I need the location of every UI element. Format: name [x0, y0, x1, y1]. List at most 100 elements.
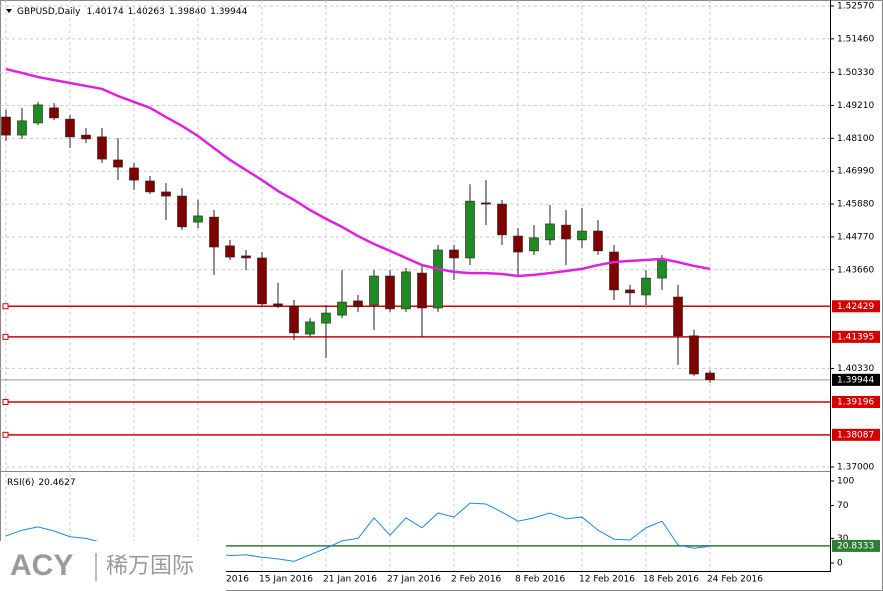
hline-anchor: [2, 398, 9, 405]
ohlc-open: 1.40174: [86, 7, 123, 17]
x-tick-label: 8 Feb 2016: [515, 575, 566, 585]
candle-body: [321, 312, 331, 324]
y-tick-label: 1.50330: [837, 68, 874, 78]
x-tick-label: 27 Jan 2016: [387, 575, 441, 585]
candle-body: [161, 191, 171, 197]
y-tick-label: 1.51460: [837, 34, 874, 44]
hline-anchor: [2, 333, 9, 340]
candle-body: [177, 195, 187, 228]
ohlc-low: 1.39840: [169, 7, 206, 17]
candle-body: [81, 134, 91, 140]
candle-body: [209, 216, 219, 248]
logo-subtitle: 稀万国际: [106, 553, 194, 578]
y-tick-label: 1.40330: [837, 364, 874, 374]
candle-body: [593, 230, 603, 252]
hline-label: 1.39196: [837, 397, 874, 407]
y-tick-label: 0: [837, 559, 843, 569]
candle-body: [433, 249, 443, 309]
candle-body: [577, 230, 587, 241]
candle-body: [369, 275, 379, 306]
candle-body: [385, 275, 395, 310]
price-label: 1.39944: [837, 375, 874, 385]
x-tick-label: 18 Feb 2016: [643, 575, 699, 585]
candle-body: [529, 237, 539, 252]
hline-tag: [832, 428, 880, 441]
level-tag: [832, 539, 880, 552]
logo-box: [0, 541, 226, 591]
rsi-title: RSI(6): [7, 478, 34, 488]
hline-tag: [832, 395, 880, 408]
hline-anchor: [2, 431, 9, 438]
candle-body: [609, 251, 619, 291]
x-tick-label: 2 Feb 2016: [451, 575, 502, 585]
candle-body: [193, 215, 203, 223]
candle-body: [353, 300, 363, 308]
x-tick-label: 24 Feb 2016: [707, 575, 763, 585]
candle-body: [241, 255, 251, 259]
candle-body: [641, 277, 651, 296]
candle-body: [449, 249, 459, 259]
level-label: 20.8333: [837, 541, 874, 551]
logo-brand: ACY: [10, 549, 73, 582]
candle-body: [513, 235, 523, 253]
candle-body: [17, 120, 27, 136]
candle-body: [545, 223, 555, 241]
y-tick-label: 1.44770: [837, 232, 874, 242]
candle-body: [417, 272, 427, 309]
candle-body: [305, 321, 315, 335]
candle-body: [257, 257, 267, 305]
y-tick-label: 1.46990: [837, 167, 874, 177]
candle-body: [129, 167, 139, 181]
y-tick-label: 1.49210: [837, 101, 874, 111]
candle-body: [497, 203, 507, 236]
symbol: GBPUSD,Daily: [17, 7, 81, 17]
candle-body: [273, 303, 283, 307]
x-tick-label: 21 Jan 2016: [323, 575, 377, 585]
y-tick-label: 30: [837, 534, 849, 544]
candle-body: [481, 202, 491, 205]
candle-body: [97, 136, 107, 160]
candle-body: [49, 107, 59, 119]
x-tick-label: 15 Jan 2016: [259, 575, 313, 585]
rsi-header: RSI(6) 20.4627: [7, 478, 76, 488]
y-tick-label: 1.45880: [837, 200, 874, 210]
price-tag: [832, 373, 880, 386]
y-tick-label: 1.52570: [837, 2, 874, 12]
candle-body: [113, 159, 123, 168]
candle-body: [65, 118, 75, 138]
ohlc-high: 1.40263: [128, 7, 165, 17]
hline-label: 1.42429: [837, 302, 874, 312]
candle-body: [1, 116, 11, 136]
rsi-value: 20.4627: [38, 478, 75, 488]
y-tick-label: 1.48100: [837, 134, 874, 144]
hline-tag: [832, 300, 880, 313]
y-tick-label: 70: [837, 501, 849, 511]
moving-average: [5, 67, 711, 278]
candle-body: [465, 200, 475, 259]
candle-body: [561, 224, 571, 240]
candle-body: [689, 335, 699, 375]
ohlc-close: 1.39944: [210, 7, 247, 17]
candle-body: [225, 245, 235, 258]
hline-tag: [832, 330, 880, 343]
menu-arrow: [6, 9, 12, 13]
candle-body: [625, 289, 635, 294]
candle-body: [673, 296, 683, 337]
x-tick-label: 12 Feb 2016: [579, 575, 635, 585]
candle-body: [289, 305, 299, 334]
y-tick-label: 100: [837, 477, 854, 487]
chart-header: GBPUSD,Daily 1.40174 1.40263 1.39840 1.39944: [17, 7, 248, 17]
hline-anchor: [2, 303, 9, 310]
candle-body: [337, 301, 347, 316]
candle-body: [657, 259, 667, 279]
candle-body: [33, 104, 43, 124]
y-tick-label: 1.37000: [837, 463, 874, 473]
y-tick-label: 1.43660: [837, 265, 874, 275]
hline-label: 1.38087: [837, 430, 874, 440]
hline-label: 1.41395: [837, 332, 874, 342]
candle-body: [145, 180, 155, 193]
candle-body: [401, 271, 411, 310]
